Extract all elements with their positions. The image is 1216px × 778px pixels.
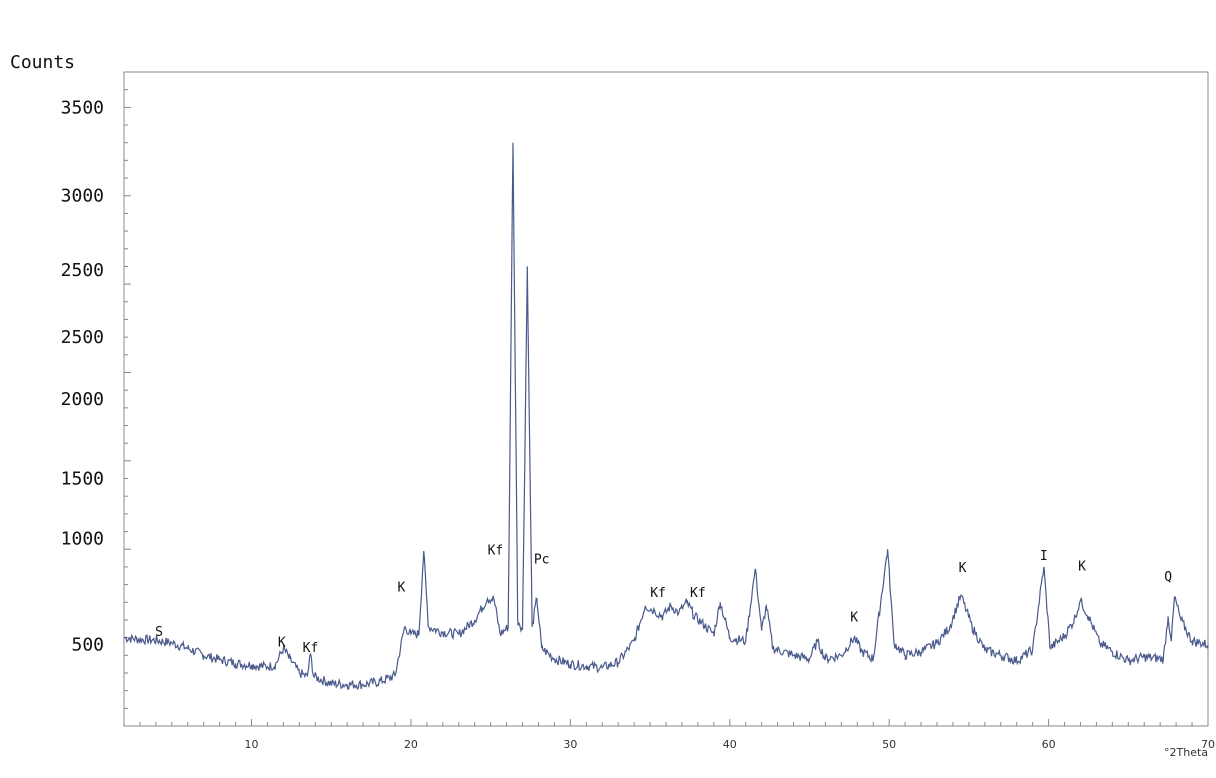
y-tick-label: 2500 — [61, 327, 104, 348]
y-tick-label: 1500 — [61, 469, 104, 490]
x-tick-label: 40 — [723, 738, 737, 751]
peak-label: Kf — [650, 586, 666, 601]
x-tick-labels: 10 20 30 40 50 60 70 — [245, 738, 1215, 751]
peak-label: Kf — [690, 586, 706, 601]
y-axis-label: Counts — [10, 52, 75, 73]
y-tick-label: 3000 — [61, 186, 104, 207]
x-axis-unit: °2Theta — [1164, 746, 1208, 759]
y-tick-label: 3500 — [61, 97, 104, 118]
x-axis-minor-ticks — [123, 719, 1209, 726]
peak-label: K — [850, 611, 858, 626]
peak-label: K — [1078, 559, 1086, 574]
peak-label: K — [397, 581, 405, 596]
x-tick-label: 20 — [404, 738, 418, 751]
peak-labels: S K Kf K Kf Pc Kf Kf K K I K Q — [155, 544, 1172, 656]
y-tick-label: 1000 — [61, 529, 104, 550]
peak-label: K — [959, 561, 967, 576]
y-tick-label: 2000 — [61, 389, 104, 410]
y-axis-minor-ticks — [124, 71, 131, 727]
peak-label: Kf — [303, 641, 319, 656]
y-tick-label: 2500 — [61, 260, 104, 281]
x-tick-label: 70 — [1201, 738, 1215, 751]
x-tick-label: 30 — [563, 738, 577, 751]
peak-label: Kf — [488, 544, 504, 559]
peak-label: I — [1040, 549, 1048, 564]
peak-label: S — [155, 625, 163, 640]
x-tick-label: 60 — [1042, 738, 1056, 751]
x-tick-label: 10 — [245, 738, 259, 751]
peak-label: Pc — [534, 552, 550, 567]
series-line-diffractogram — [123, 142, 1209, 691]
peak-label: Q — [1164, 570, 1172, 585]
x-tick-label: 50 — [882, 738, 896, 751]
peak-label: K — [278, 635, 286, 650]
y-tick-labels: 3500 3000 2500 2500 2000 1500 1000 500 — [61, 97, 104, 655]
plot-frame — [123, 71, 1209, 727]
y-tick-label: 500 — [71, 635, 104, 656]
